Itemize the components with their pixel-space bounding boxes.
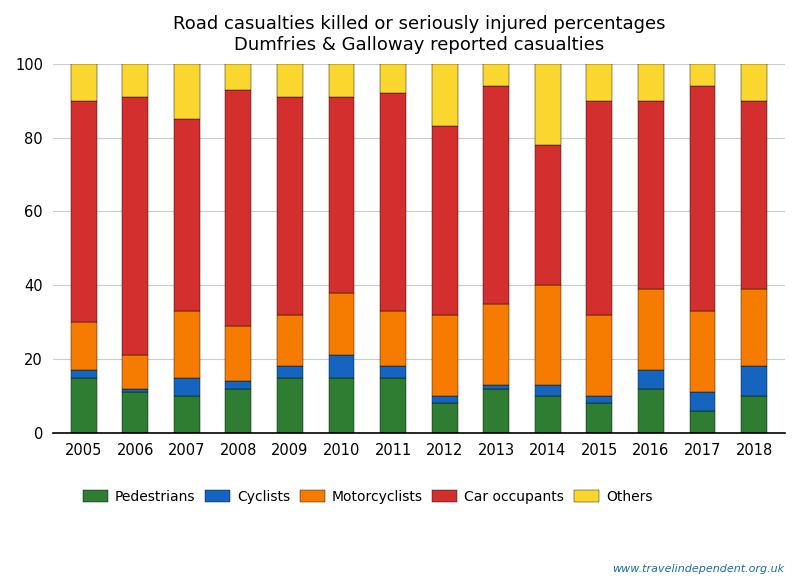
Bar <box>432 396 458 404</box>
Bar <box>690 64 715 86</box>
Bar <box>122 64 148 97</box>
Bar <box>277 64 303 97</box>
Bar <box>226 64 251 89</box>
Bar <box>535 285 561 385</box>
Bar <box>638 100 664 289</box>
Bar <box>329 97 354 293</box>
Bar <box>432 64 458 126</box>
Bar <box>741 64 767 100</box>
Bar <box>380 378 406 433</box>
Bar <box>226 381 251 389</box>
Bar <box>174 311 200 378</box>
Bar <box>380 64 406 93</box>
Bar <box>122 389 148 392</box>
Bar <box>638 389 664 433</box>
Bar <box>483 389 509 433</box>
Bar <box>741 100 767 289</box>
Bar <box>226 389 251 433</box>
Bar <box>690 311 715 392</box>
Bar <box>586 64 612 100</box>
Bar <box>638 370 664 389</box>
Bar <box>174 396 200 433</box>
Bar <box>483 86 509 304</box>
Bar <box>432 126 458 315</box>
Bar <box>174 64 200 119</box>
Bar <box>535 145 561 285</box>
Bar <box>432 404 458 433</box>
Bar <box>535 64 561 145</box>
Bar <box>277 315 303 367</box>
Bar <box>70 64 97 100</box>
Bar <box>741 367 767 396</box>
Bar <box>483 304 509 385</box>
Bar <box>122 97 148 356</box>
Bar <box>483 64 509 86</box>
Bar <box>586 396 612 404</box>
Bar <box>380 93 406 311</box>
Bar <box>432 315 458 396</box>
Title: Road casualties killed or seriously injured percentages
Dumfries & Galloway repo: Road casualties killed or seriously inju… <box>173 15 665 54</box>
Bar <box>329 378 354 433</box>
Bar <box>174 119 200 311</box>
Bar <box>690 392 715 411</box>
Bar <box>380 367 406 378</box>
Bar <box>690 86 715 311</box>
Bar <box>586 100 612 315</box>
Bar <box>70 100 97 322</box>
Bar <box>483 385 509 389</box>
Bar <box>277 367 303 378</box>
Bar <box>70 322 97 370</box>
Bar <box>122 356 148 389</box>
Legend: Pedestrians, Cyclists, Motorcyclists, Car occupants, Others: Pedestrians, Cyclists, Motorcyclists, Ca… <box>78 484 658 509</box>
Bar <box>638 64 664 100</box>
Bar <box>329 64 354 97</box>
Bar <box>70 370 97 378</box>
Bar <box>329 356 354 378</box>
Bar <box>586 404 612 433</box>
Bar <box>638 289 664 370</box>
Bar <box>226 326 251 381</box>
Bar <box>741 289 767 367</box>
Bar <box>329 293 354 356</box>
Bar <box>690 411 715 433</box>
Bar <box>277 378 303 433</box>
Bar <box>535 385 561 396</box>
Bar <box>586 315 612 396</box>
Bar <box>535 396 561 433</box>
Bar <box>174 378 200 396</box>
Bar <box>122 392 148 433</box>
Text: www.travelindependent.org.uk: www.travelindependent.org.uk <box>612 564 784 574</box>
Bar <box>226 89 251 326</box>
Bar <box>380 311 406 367</box>
Bar <box>277 97 303 315</box>
Bar <box>741 396 767 433</box>
Bar <box>70 378 97 433</box>
